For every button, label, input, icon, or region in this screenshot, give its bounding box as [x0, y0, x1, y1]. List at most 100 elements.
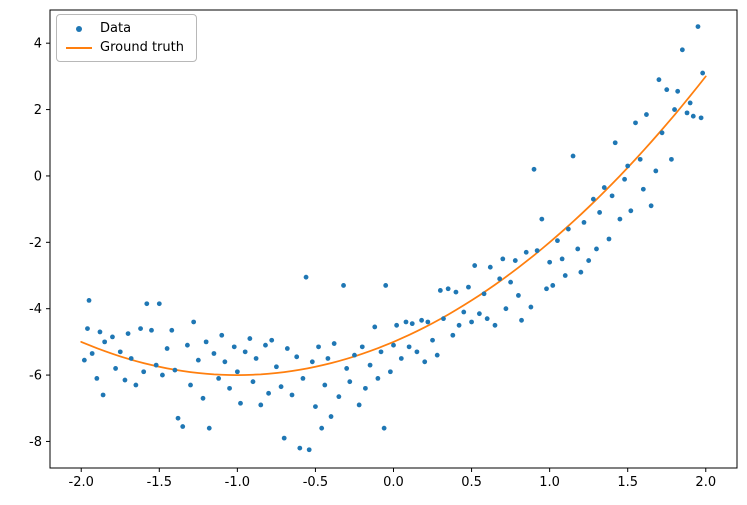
scatter-point	[441, 316, 446, 322]
legend-label-data: Data	[100, 21, 132, 36]
x-tick-label: -1.5	[147, 475, 172, 490]
scatter-point	[659, 130, 665, 136]
scatter-point	[238, 400, 243, 406]
scatter-point	[195, 357, 201, 363]
scatter-point	[531, 166, 537, 172]
y-tick-label: -2	[29, 236, 42, 251]
scatter-point	[352, 352, 357, 358]
scatter-point	[274, 364, 279, 370]
scatter-point	[500, 256, 506, 262]
scatter-point	[492, 322, 498, 328]
legend-label-ground-truth: Ground truth	[100, 40, 184, 55]
scatter-point	[466, 284, 471, 290]
scatter-point	[247, 336, 253, 341]
scatter-point	[141, 369, 147, 375]
scatter-point	[387, 369, 393, 375]
scatter-point	[597, 210, 602, 215]
scatter-point	[461, 309, 467, 315]
scatter-point	[672, 107, 677, 112]
scatter-point	[476, 311, 482, 317]
y-tick-label: 0	[34, 169, 42, 184]
scatter-point	[559, 256, 565, 262]
scatter-point	[297, 445, 303, 451]
scatter-point	[394, 322, 400, 328]
scatter-point	[690, 113, 696, 119]
scatter-point	[383, 283, 389, 288]
scatter-point	[363, 385, 368, 391]
scatter-point	[565, 226, 571, 232]
scatter-point	[472, 263, 478, 268]
scatter-point	[211, 351, 217, 356]
scatter-point	[391, 342, 396, 348]
scatter-point	[316, 344, 321, 350]
scatter-point	[398, 356, 404, 361]
scatter-point	[586, 258, 592, 263]
scatter-point	[85, 326, 90, 332]
scatter-point	[309, 359, 315, 365]
scatter-point	[625, 163, 631, 169]
y-tick-label: -6	[29, 369, 42, 384]
scatter-point	[219, 332, 225, 338]
scatter-point	[695, 24, 701, 29]
scatter-point	[581, 220, 587, 225]
scatter-point	[81, 357, 87, 363]
scatter-point	[149, 327, 154, 333]
scatter-point	[445, 286, 451, 292]
scatter-point	[89, 351, 95, 356]
legend-entry-ground-truth: Ground truth	[66, 41, 184, 54]
scatter-points	[81, 24, 706, 453]
scatter-point	[539, 216, 545, 222]
scatter-point	[570, 153, 576, 159]
scatter-point	[191, 319, 197, 325]
scatter-point	[547, 259, 553, 265]
x-tick-label: -0.5	[303, 475, 328, 490]
scatter-point	[544, 286, 549, 292]
scatter-point	[481, 291, 487, 297]
scatter-point	[97, 329, 103, 335]
scatter-point	[456, 322, 462, 328]
scatter-point	[164, 346, 170, 351]
scatter-point	[487, 264, 493, 270]
scatter-point	[313, 404, 318, 409]
x-tick-label: 1.0	[539, 475, 560, 490]
x-tick-label: -1.0	[225, 475, 250, 490]
scatter-point	[250, 379, 256, 385]
data-marker-icon	[66, 25, 92, 32]
scatter-point	[637, 156, 643, 162]
scatter-point	[425, 319, 431, 325]
scatter-point	[512, 258, 518, 263]
scatter-point	[180, 424, 186, 429]
scatter-point	[281, 435, 287, 441]
scatter-point	[372, 324, 378, 330]
scatter-point	[508, 279, 513, 285]
scatter-point	[633, 120, 638, 126]
scatter-point	[640, 186, 646, 192]
scatter-point	[419, 317, 424, 323]
scatter-point	[523, 249, 529, 255]
scatter-point	[328, 414, 334, 419]
scatter-point	[378, 349, 384, 355]
scatter-point	[133, 382, 139, 388]
scatter-point	[450, 332, 456, 338]
scatter-point	[422, 359, 428, 365]
ground-truth-line-icon	[66, 46, 92, 49]
scatter-point	[294, 354, 300, 360]
scatter-point	[266, 390, 271, 396]
scatter-point	[612, 140, 618, 146]
scatter-point	[555, 238, 560, 244]
scatter-point	[578, 269, 584, 275]
scatter-point	[138, 326, 143, 332]
scatter-point	[206, 425, 212, 431]
scatter-point	[562, 273, 568, 278]
scatter-point	[497, 276, 503, 282]
ground-truth-curve	[80, 75, 707, 376]
scatter-point	[469, 319, 474, 325]
x-tick-label: 0.5	[461, 475, 482, 490]
scatter-point	[278, 384, 284, 390]
scatter-point	[200, 395, 206, 401]
scatter-point	[284, 346, 290, 351]
scatter-point	[117, 349, 123, 355]
scatter-point	[519, 317, 524, 323]
scatter-point	[110, 334, 115, 340]
